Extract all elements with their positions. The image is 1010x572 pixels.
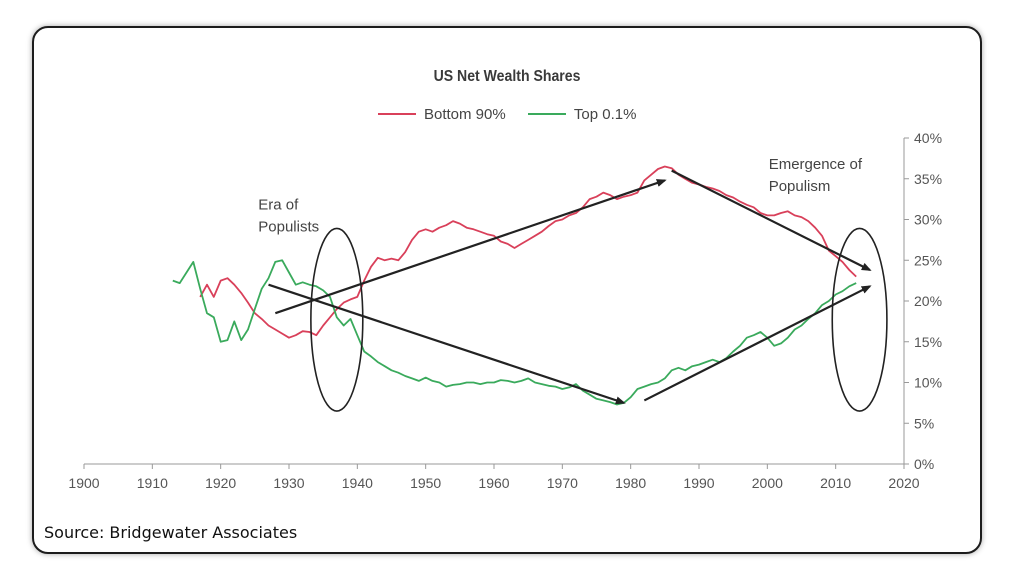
x-tick-label: 1960 [478,475,509,491]
x-tick-label: 1980 [615,475,646,491]
x-tick-label: 2000 [752,475,783,491]
x-tick-label: 1920 [205,475,236,491]
y-tick-label: 30% [914,212,942,228]
x-tick-label: 2020 [888,475,919,491]
y-tick-label: 5% [914,415,934,431]
y-tick-label: 15% [914,334,942,350]
chart-legend: Bottom 90% Top 0.1% [378,102,654,123]
x-tick-label: 1950 [410,475,441,491]
x-tick-label: 1930 [273,475,304,491]
trend-arrow-3 [671,169,872,272]
legend-item-bottom-90: Bottom 90% [378,106,506,123]
chart-plot: 1900 1910 1920 1930 1940 1950 1960 1970 1980 1990… [68,130,942,491]
annotation-emergence-line-1: Emergence of [769,156,863,173]
y-tick-label: 35% [914,171,942,187]
y-tick-label: 20% [914,293,942,309]
series-line-top-01 [172,259,857,406]
y-tick-label: 25% [914,252,942,268]
y-tick-label: 0% [914,456,934,472]
trend-arrow-4 [643,285,872,402]
trend-arrow-1 [274,179,667,315]
x-tick-label: 1940 [342,475,373,491]
annotation-era-line-2: Populists [258,219,319,236]
y-tick-label: 10% [914,375,942,391]
trend-arrow-2 [268,283,626,405]
source-label: Source: Bridgewater Associates [44,523,298,542]
legend-item-top-01: Top 0.1% [527,105,637,123]
ellipse-emergence-of-populism [831,227,888,412]
series-line-bottom-90 [199,165,857,339]
annotation-era-line-1: Era of [258,197,299,214]
legend-label-top-01: Top 0.1% [573,105,637,123]
x-tick-label: 2010 [820,475,851,491]
x-tick-label: 1970 [547,475,578,491]
legend-swatch-bottom-90 [378,113,416,115]
x-tick-label: 1910 [137,475,168,491]
annotation-emergence-line-2: Populism [769,178,831,195]
legend-label-bottom-90: Bottom 90% [424,105,506,123]
chart-title: US Net Wealth Shares [433,68,581,85]
ellipse-era-of-populists [310,227,364,412]
chart-card: US Net Wealth Shares Bottom 90% Top 0.1%… [32,26,982,554]
legend-swatch-top-01 [527,113,566,115]
x-tick-label: 1900 [68,475,99,491]
y-tick-label: 40% [914,130,942,146]
x-tick-label: 1990 [683,475,714,491]
